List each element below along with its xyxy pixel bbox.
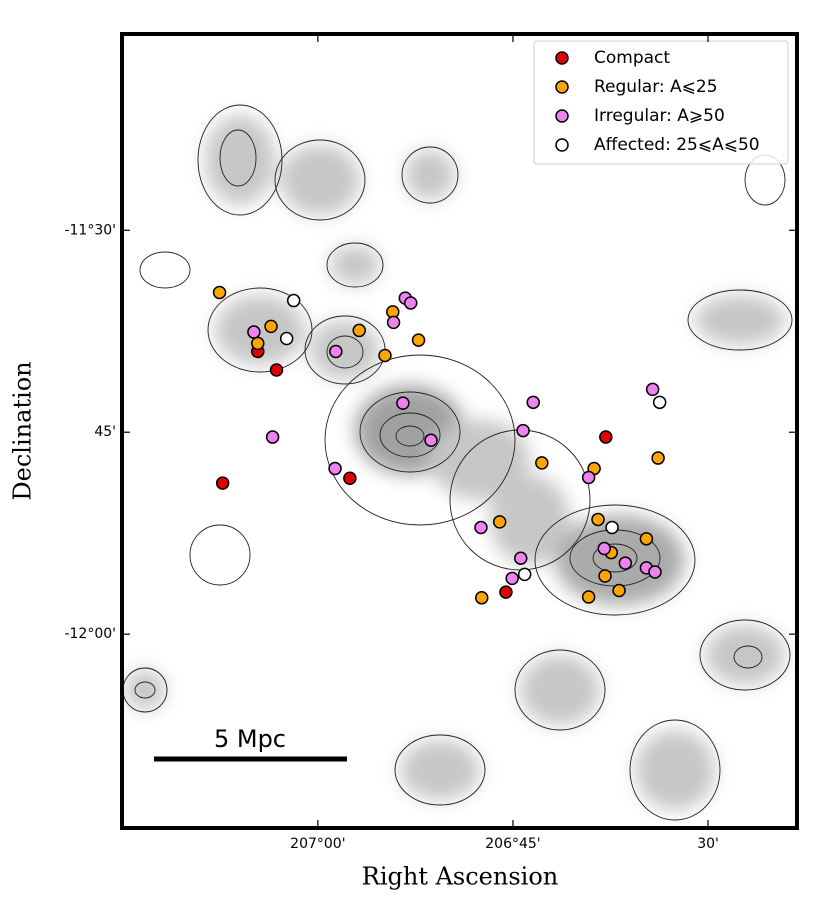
point [599,430,613,444]
point [251,336,265,351]
x-tick-label: 207°00' [290,836,345,852]
point [343,471,357,486]
point [652,395,667,410]
point [645,382,660,397]
scale-bar-label: 5 Mpc [214,725,286,753]
point [639,532,654,546]
legend-label: Compact [594,48,670,68]
point [598,569,612,583]
x-tick-label: 206°45' [485,836,540,852]
y-tick-label: -11°30' [64,222,116,238]
legend-marker [555,51,569,65]
legend-marker [555,138,569,152]
point [386,315,401,330]
legend-label: Irregular: A⩾50 [594,106,725,126]
point [411,333,426,347]
y-axis-label: Declination [9,361,37,500]
point [247,325,261,339]
point [286,293,301,308]
plot-frame [120,32,799,830]
point [424,433,438,448]
legend-box [533,40,789,165]
point [517,567,532,582]
legend-marker [555,109,569,123]
density-map [122,104,793,821]
point [269,363,284,377]
y-tick-label: 45' [94,424,116,440]
point [378,348,392,363]
point [605,520,619,535]
point [215,476,230,490]
point [526,395,540,410]
point [265,430,280,444]
point [474,520,488,535]
point [328,461,342,476]
point [514,551,528,565]
legend-marker [555,80,569,94]
point [403,296,418,310]
point [648,565,662,579]
x-tick-label: 30' [697,836,719,852]
legend-label: Affected: 25⩽A⩽50 [594,135,760,155]
point [651,451,665,465]
point [492,515,507,529]
point [581,470,596,485]
point [505,571,519,586]
point [618,556,633,570]
point [264,319,278,334]
point [597,541,612,556]
point [279,331,294,346]
point [581,590,596,604]
point [329,344,343,359]
point [212,285,227,300]
point [396,396,410,410]
point [591,512,605,527]
point [535,456,549,470]
y-tick-label: -12°00' [64,626,116,642]
point [612,583,626,598]
point [352,323,366,338]
point [474,591,489,605]
point [499,585,513,599]
legend-label: Regular: A⩽25 [594,77,718,97]
x-axis-label: Right Ascension [362,863,559,891]
point [516,423,530,438]
